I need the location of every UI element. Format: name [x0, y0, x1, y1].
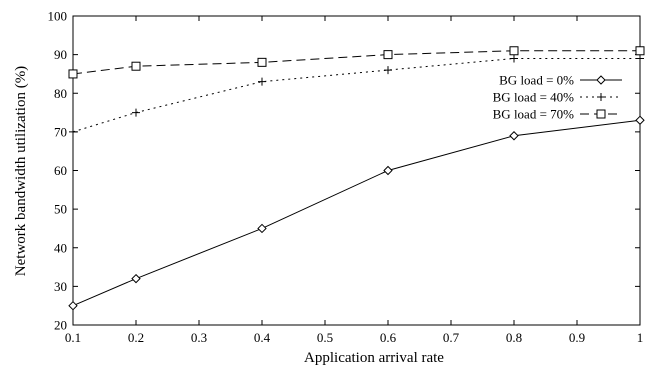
- data-point: [69, 127, 77, 136]
- y-tick-label: 80: [54, 86, 67, 101]
- x-tick-label: 0.1: [65, 330, 81, 345]
- plot-frame: [72, 15, 641, 326]
- x-tick-label: 0.2: [128, 330, 144, 345]
- data-point: [383, 165, 393, 176]
- legend-marker: [596, 109, 606, 119]
- series-3: [68, 46, 645, 79]
- y-tick-label: 100: [48, 9, 68, 24]
- data-point: [383, 50, 393, 60]
- data-point: [635, 115, 645, 125]
- plot-area: 0.1 0.2 0.3 0.4 0.5 0.6 0.7 0.8 0.9 1 20 30 40 50 60 70…: [48, 9, 645, 345]
- y-tick-label: 60: [54, 163, 67, 178]
- series-line: [72, 119, 641, 307]
- y-tick-label: 70: [54, 124, 67, 139]
- x-tick-label: 0.3: [191, 330, 207, 345]
- data-point: [131, 273, 141, 284]
- y-axis-title: Network bandwidth utilization (%): [13, 66, 29, 276]
- x-tick-label: 0.9: [569, 330, 585, 345]
- x-tick-label: 0.4: [254, 330, 271, 345]
- legend-label: BG load = 0%: [499, 73, 574, 88]
- x-tick-label: 0.8: [506, 330, 522, 345]
- legend: BG load = 0% BG load = 40% BG load = 70%: [493, 73, 622, 122]
- data-point: [258, 77, 266, 86]
- series-1: [68, 115, 645, 311]
- y-tick-label: 30: [54, 279, 67, 294]
- data-point: [384, 66, 392, 75]
- data-point: [636, 54, 644, 63]
- data-point: [132, 108, 140, 117]
- data-point: [257, 57, 267, 67]
- legend-label: BG load = 40%: [493, 90, 575, 105]
- y-tick-label: 90: [54, 47, 67, 62]
- x-tick-label: 0.6: [380, 330, 397, 345]
- x-tick-label: 1: [637, 330, 644, 345]
- data-point: [510, 54, 518, 63]
- data-point: [68, 69, 78, 79]
- series-line: [72, 50, 640, 75]
- x-tick-label: 0.5: [317, 330, 333, 345]
- data-point: [509, 131, 519, 141]
- legend-label: BG load = 70%: [493, 107, 575, 122]
- data-point: [635, 46, 645, 56]
- x-axis-title: Application arrival rate: [304, 350, 444, 366]
- x-tick-label: 0.7: [443, 330, 460, 345]
- data-point: [68, 300, 78, 311]
- data-point: [131, 61, 141, 71]
- legend-marker: [597, 93, 605, 101]
- y-tick-label: 50: [54, 202, 67, 217]
- y-tick-label: 20: [54, 318, 67, 333]
- y-tick-label: 40: [54, 240, 67, 255]
- legend-marker: [596, 75, 606, 85]
- series-line: [72, 57, 640, 133]
- series-2: [69, 54, 644, 136]
- data-point: [509, 46, 519, 56]
- data-point: [257, 223, 267, 234]
